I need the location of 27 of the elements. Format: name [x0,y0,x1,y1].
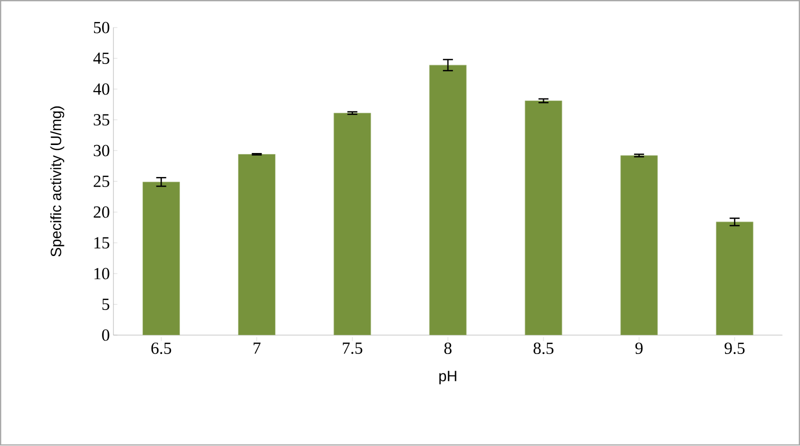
y-tick-label: 50 [94,22,110,34]
y-tick-label: 25 [94,176,110,188]
y-tick-label: 15 [94,237,110,249]
x-tick-label: 6.5 [151,342,172,354]
x-tick-label: 8.5 [534,342,554,354]
y-tick-label: 30 [94,145,110,157]
x-tick-label: 7 [254,342,261,354]
x-tick-label: 7.5 [342,342,362,354]
bar [620,156,658,336]
y-tick-label: 0 [102,330,110,342]
y-tick-label: 45 [93,52,110,64]
y-tick-label: 40 [93,84,110,96]
bar [716,222,754,336]
y-tick-label: 10 [94,268,110,280]
bar [429,65,467,336]
bar [524,100,562,336]
x-tick-label: 9.5 [724,342,745,354]
y-tick-label: 5 [102,298,110,310]
x-tick-label: 9 [635,342,643,354]
bar [238,154,276,336]
x-axis-title: pH [439,371,456,384]
y-axis-title: Specific activity (U/mg) [50,106,64,257]
bar [142,182,180,336]
y-tick-label: 35 [94,114,110,126]
bar [334,113,372,336]
y-tick-label: 20 [94,206,110,218]
x-tick-label: 8 [444,342,452,354]
